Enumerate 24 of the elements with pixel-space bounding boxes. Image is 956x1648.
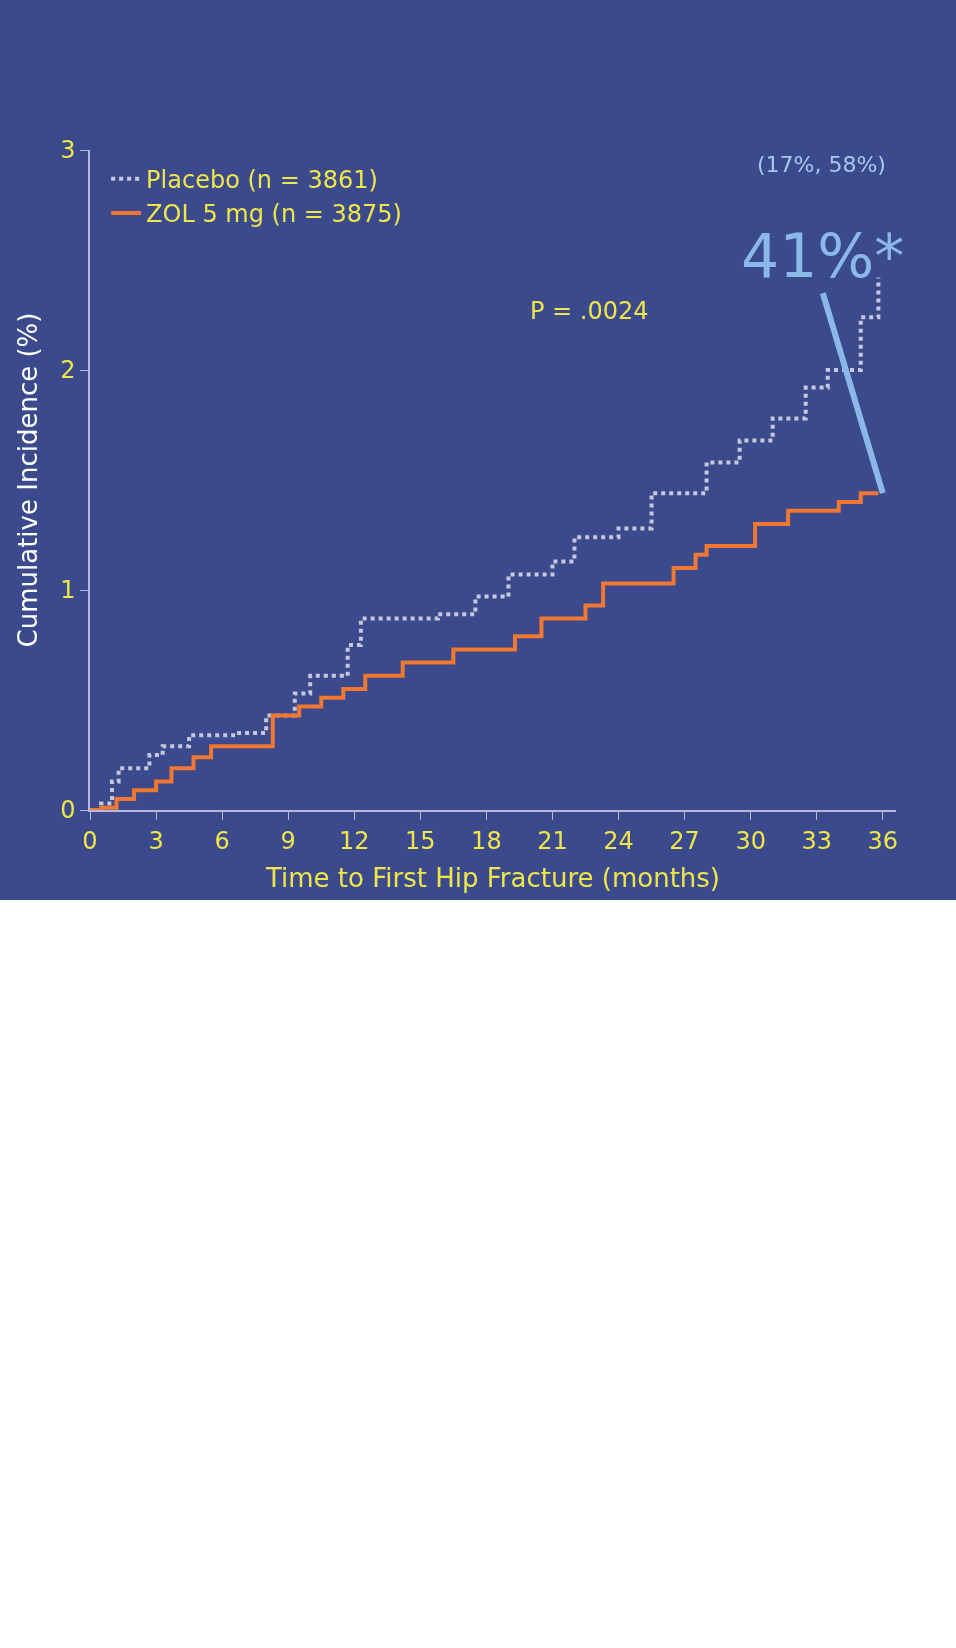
y-tick-label: 1 <box>60 576 76 605</box>
annotation: 41%* <box>741 221 905 291</box>
annotation: (17%, 58%) <box>757 152 886 177</box>
x-tick-label: 24 <box>603 826 634 855</box>
x-tick-label: 33 <box>801 826 832 855</box>
y-tick-label: 3 <box>60 136 76 165</box>
x-tick-label: 6 <box>214 826 230 855</box>
y-tick-label: 0 <box>60 796 76 825</box>
legend-label: ZOL 5 mg (n = 3875) <box>146 200 402 229</box>
x-tick-label: 0 <box>82 826 98 855</box>
x-tick-label: 3 <box>148 826 164 855</box>
y-tick-label: 2 <box>60 356 76 385</box>
y-axis-title: Cumulative Incidence (%) <box>13 312 44 648</box>
annotation: P = .0024 <box>530 297 649 325</box>
x-tick-label: 30 <box>735 826 766 855</box>
x-tick-label: 21 <box>537 826 568 855</box>
x-tick-label: 9 <box>280 826 296 855</box>
x-tick-label: 18 <box>471 826 502 855</box>
x-tick-label: 15 <box>405 826 436 855</box>
x-tick-label: 27 <box>669 826 700 855</box>
x-tick-label: 36 <box>867 826 899 855</box>
x-axis-title: Time to First Hip Fracture (months) <box>264 862 721 893</box>
legend-label: Placebo (n = 3861) <box>146 166 378 195</box>
x-tick-label: 12 <box>338 826 370 855</box>
